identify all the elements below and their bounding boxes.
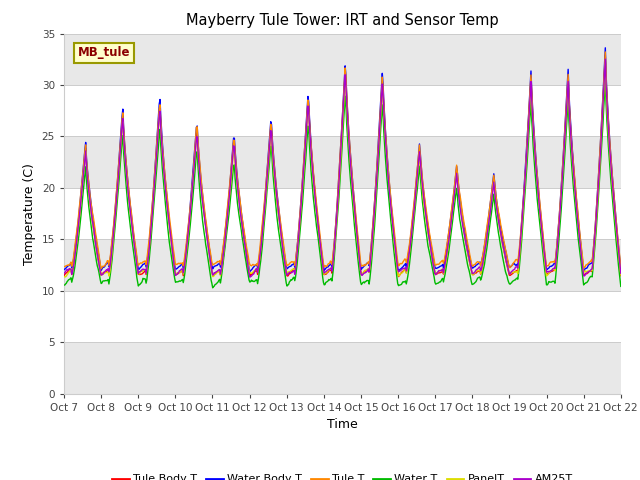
Title: Mayberry Tule Tower: IRT and Sensor Temp: Mayberry Tule Tower: IRT and Sensor Temp bbox=[186, 13, 499, 28]
Bar bbox=[64, 240, 621, 291]
Text: MB_tule: MB_tule bbox=[78, 46, 131, 59]
Bar bbox=[64, 136, 621, 188]
Y-axis label: Temperature (C): Temperature (C) bbox=[23, 163, 36, 264]
X-axis label: Time: Time bbox=[327, 418, 358, 431]
Bar bbox=[64, 34, 621, 85]
Legend: Tule Body T, Water Body T, Tule T, Water T, PanelT, AM25T: Tule Body T, Water Body T, Tule T, Water… bbox=[108, 470, 577, 480]
Bar bbox=[64, 342, 621, 394]
